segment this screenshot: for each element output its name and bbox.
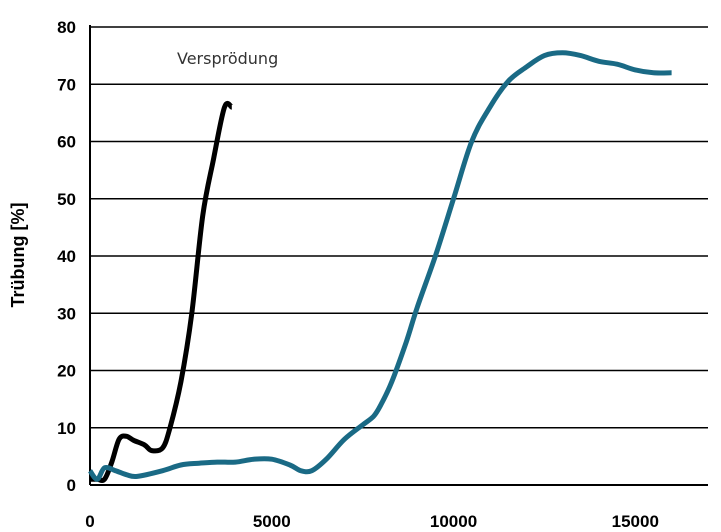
y-tick-label-0: 0 <box>67 476 76 495</box>
annotation-versproedung: Versprödung <box>177 49 278 68</box>
y-tick-label-50: 50 <box>57 190 76 209</box>
y-tick-label-70: 70 <box>57 75 76 94</box>
tick-labels: 0 10 20 30 40 50 60 70 80 0 5000 10000 15000 <box>57 18 659 531</box>
x-tick-label-0: 0 <box>85 512 94 531</box>
y-tick-label-60: 60 <box>57 133 76 152</box>
y-tick-label-10: 10 <box>57 419 76 438</box>
y-tick-label-80: 80 <box>57 18 76 37</box>
series-lines <box>87 50 672 484</box>
y-tick-label-40: 40 <box>57 247 76 266</box>
y-axis-label: Trübung [%] <box>8 203 28 308</box>
y-tick-label-20: 20 <box>57 362 76 381</box>
axes <box>89 25 708 486</box>
x-tick-label-15000: 15000 <box>612 512 659 531</box>
x-tick-label-10000: 10000 <box>430 512 477 531</box>
x-tick-label-5000: 5000 <box>253 512 291 531</box>
series-line-2 <box>87 50 672 482</box>
y-tick-label-30: 30 <box>57 304 76 323</box>
series-line-1 <box>89 100 234 484</box>
